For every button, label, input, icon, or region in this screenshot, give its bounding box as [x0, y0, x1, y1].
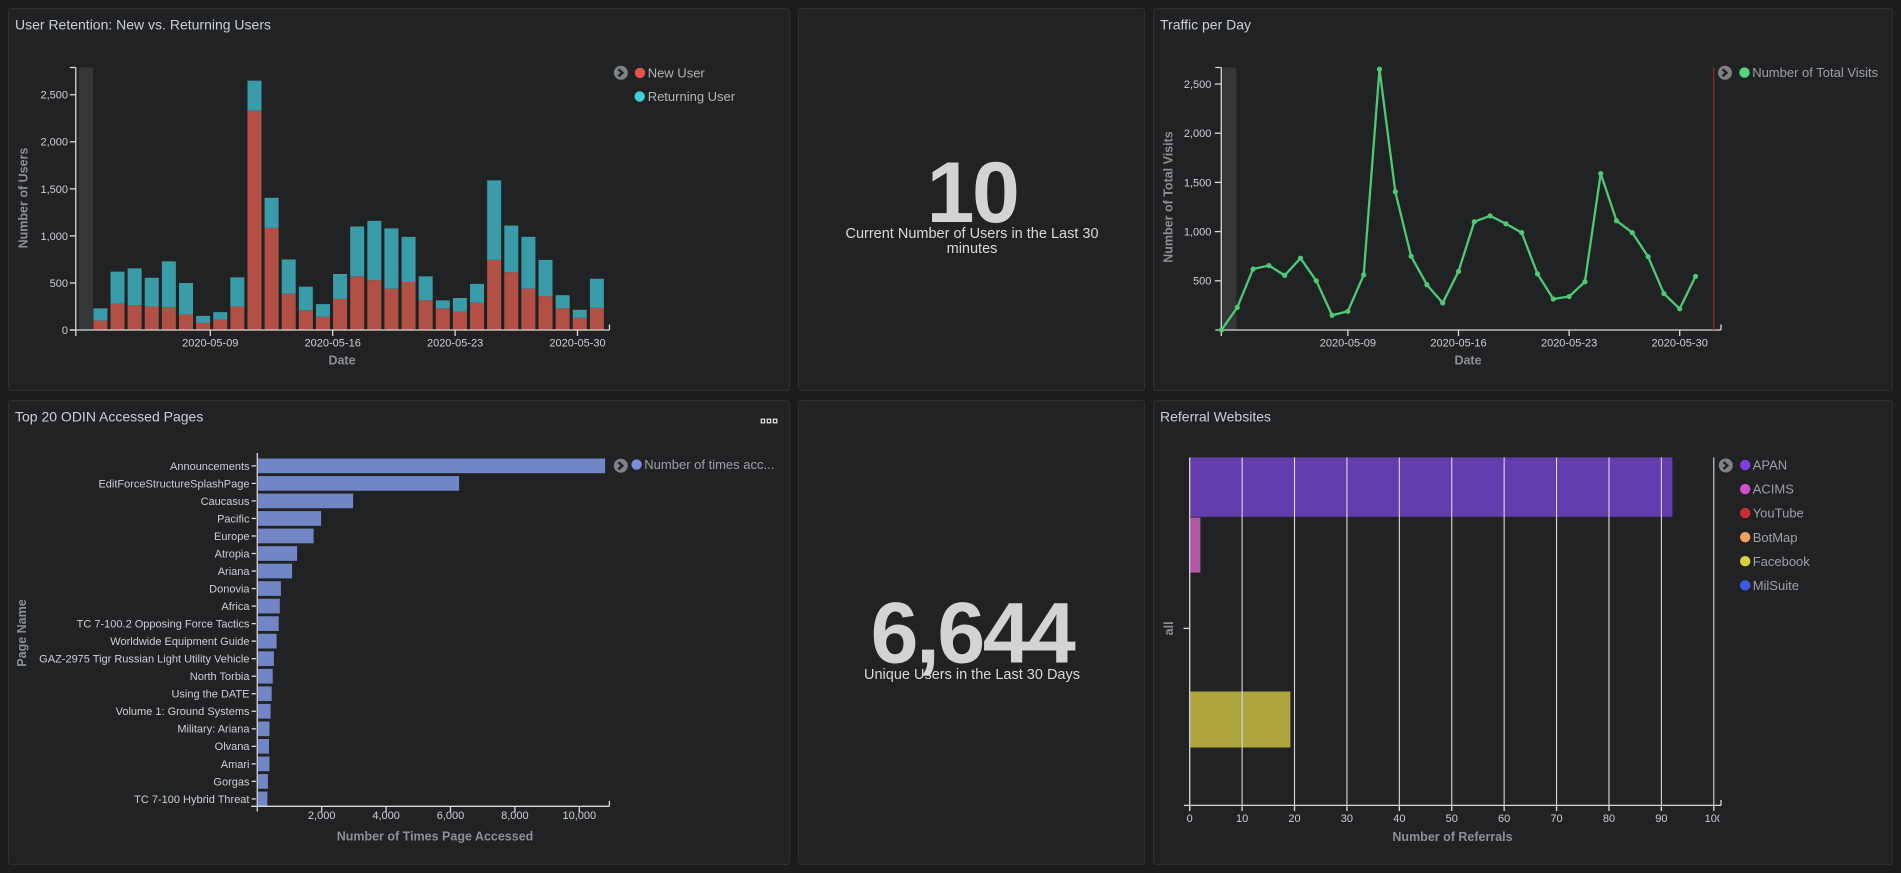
svg-text:1,000: 1,000	[1184, 227, 1212, 239]
svg-text:Unique Users in the Last 30 Da: Unique Users in the Last 30 Days	[864, 667, 1080, 683]
svg-text:TC 7-100.2 Opposing Force Tact: TC 7-100.2 Opposing Force Tactics	[77, 619, 250, 631]
svg-text:GAZ-2975 Tigr Russian Light Ut: GAZ-2975 Tigr Russian Light Utility Vehi…	[39, 654, 249, 666]
svg-text:1,000: 1,000	[40, 231, 68, 243]
svg-text:2020-05-16: 2020-05-16	[305, 338, 361, 350]
svg-text:2,500: 2,500	[40, 90, 68, 102]
svg-text:APAN: APAN	[1753, 458, 1787, 473]
svg-text:0: 0	[1187, 813, 1193, 825]
svg-text:20: 20	[1288, 813, 1300, 825]
svg-text:2020-05-23: 2020-05-23	[1541, 338, 1597, 350]
svg-text:6,000: 6,000	[437, 810, 465, 822]
svg-text:10: 10	[927, 145, 1018, 241]
svg-text:Volume 1: Ground Systems: Volume 1: Ground Systems	[116, 706, 250, 718]
svg-text:Military: Ariana: Military: Ariana	[177, 724, 250, 736]
svg-text:MilSuite: MilSuite	[1753, 578, 1799, 593]
svg-text:4,000: 4,000	[372, 810, 400, 822]
svg-text:1,500: 1,500	[40, 184, 68, 196]
svg-text:Top 20 ODIN Accessed Pages: Top 20 ODIN Accessed Pages	[15, 409, 203, 425]
svg-text:Date: Date	[328, 354, 355, 368]
svg-text:Olvana: Olvana	[215, 741, 251, 753]
svg-text:Current Number of Users in the: Current Number of Users in the Last 30	[845, 226, 1098, 242]
svg-text:Number of Total Visits: Number of Total Visits	[1162, 131, 1176, 263]
svg-text:Date: Date	[1454, 354, 1481, 368]
svg-text:60: 60	[1498, 813, 1510, 825]
svg-text:Facebook: Facebook	[1753, 554, 1811, 569]
svg-text:40: 40	[1393, 813, 1405, 825]
svg-text:2020-05-09: 2020-05-09	[1320, 338, 1376, 350]
svg-text:100: 100	[1705, 813, 1723, 825]
svg-text:2020-05-30: 2020-05-30	[1652, 338, 1708, 350]
svg-text:Number of Times Page Accessed: Number of Times Page Accessed	[337, 830, 534, 844]
svg-text:6,644: 6,644	[871, 586, 1076, 682]
svg-text:Donovia: Donovia	[209, 583, 250, 595]
svg-text:TC 7-100 Hybrid Threat: TC 7-100 Hybrid Threat	[134, 794, 249, 806]
svg-text:Europe: Europe	[214, 531, 249, 543]
svg-text:1,500: 1,500	[1184, 177, 1212, 189]
svg-text:Returning User: Returning User	[648, 89, 736, 104]
svg-text:Number of Referrals: Number of Referrals	[1392, 830, 1512, 844]
svg-text:0: 0	[62, 325, 68, 337]
svg-text:8,000: 8,000	[501, 810, 529, 822]
svg-text:YouTube: YouTube	[1753, 506, 1804, 521]
svg-text:Gorgas: Gorgas	[213, 776, 250, 788]
svg-text:2,000: 2,000	[1184, 128, 1212, 140]
svg-text:Pacific: Pacific	[217, 513, 250, 525]
svg-text:10: 10	[1236, 813, 1248, 825]
svg-text:Number of times acc...: Number of times acc...	[644, 457, 774, 472]
svg-text:New User: New User	[648, 65, 706, 80]
svg-text:30: 30	[1341, 813, 1353, 825]
svg-text:2020-05-16: 2020-05-16	[1430, 338, 1486, 350]
svg-text:80: 80	[1603, 813, 1615, 825]
svg-text:Worldwide Equipment Guide: Worldwide Equipment Guide	[110, 636, 249, 648]
svg-text:ACIMS: ACIMS	[1753, 482, 1795, 497]
svg-text:North Torbia: North Torbia	[190, 671, 251, 683]
svg-text:Number of Users: Number of Users	[17, 148, 31, 249]
svg-text:2,500: 2,500	[1184, 79, 1212, 91]
svg-text:Page Name: Page Name	[15, 599, 29, 666]
svg-text:Using the DATE: Using the DATE	[171, 689, 249, 701]
svg-text:Atropia: Atropia	[215, 548, 251, 560]
svg-text:2020-05-23: 2020-05-23	[427, 338, 483, 350]
svg-text:Africa: Africa	[221, 601, 250, 613]
svg-text:Announcements: Announcements	[170, 461, 250, 473]
svg-text:10,000: 10,000	[562, 810, 596, 822]
svg-text:2020-05-30: 2020-05-30	[549, 338, 605, 350]
svg-text:50: 50	[1446, 813, 1458, 825]
svg-text:all: all	[1162, 621, 1176, 635]
svg-text:Amari: Amari	[221, 759, 250, 771]
svg-text:90: 90	[1655, 813, 1667, 825]
svg-text:BotMap: BotMap	[1753, 530, 1798, 545]
svg-text:70: 70	[1550, 813, 1562, 825]
svg-text:500: 500	[50, 278, 68, 290]
svg-text:Traffic per Day: Traffic per Day	[1160, 17, 1251, 33]
svg-text:Number of Total Visits: Number of Total Visits	[1752, 65, 1878, 80]
svg-text:Referral Websites: Referral Websites	[1160, 409, 1271, 425]
svg-text:EditForceStructureSplashPage: EditForceStructureSplashPage	[98, 478, 249, 490]
svg-text:Caucasus: Caucasus	[201, 496, 250, 508]
svg-text:Ariana: Ariana	[218, 566, 251, 578]
svg-text:2020-05-09: 2020-05-09	[182, 338, 238, 350]
svg-text:2,000: 2,000	[308, 810, 336, 822]
svg-text:2,000: 2,000	[40, 137, 68, 149]
svg-text:minutes: minutes	[947, 241, 998, 257]
svg-text:User Retention: New vs. Return: User Retention: New vs. Returning Users	[15, 17, 271, 33]
svg-text:500: 500	[1193, 276, 1211, 288]
